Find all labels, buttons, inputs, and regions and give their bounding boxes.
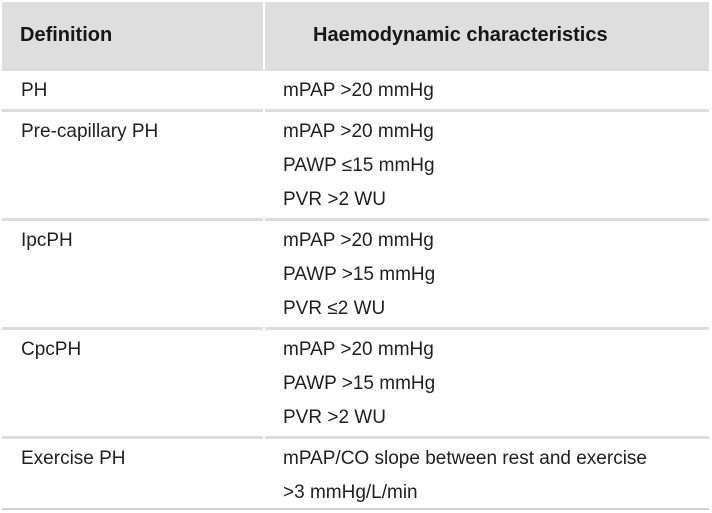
- characteristic-line: PAWP >15 mmHg: [283, 264, 436, 285]
- header-definition: Definition: [20, 24, 113, 46]
- table-bottom-rule: [2, 508, 709, 510]
- characteristic-line: mPAP >20 mmHg: [283, 230, 434, 251]
- table-row: Exercise PH mPAP/CO slope between rest a…: [2, 436, 709, 508]
- row-separator: [265, 436, 709, 439]
- characteristic-line: PAWP >15 mmHg: [283, 373, 436, 394]
- header-divider: [263, 2, 265, 68]
- characteristic-line: mPAP >20 mmHg: [283, 339, 434, 360]
- row-separator: [2, 218, 263, 221]
- characteristic-line: PAWP ≤15 mmHg: [283, 155, 435, 176]
- table-row: Pre-capillary PH mPAP >20 mmHg PAWP ≤15 …: [2, 109, 709, 218]
- row-separator: [265, 327, 709, 330]
- characteristic-line: >3 mmHg/L/min: [283, 482, 418, 503]
- row-separator: [2, 68, 263, 71]
- table-row: CpcPH mPAP >20 mmHg PAWP >15 mmHg PVR >2…: [2, 327, 709, 436]
- table-row: PH mPAP >20 mmHg: [2, 68, 709, 109]
- table-header: Definition Haemodynamic characteristics: [2, 2, 709, 68]
- row-separator: [2, 327, 263, 330]
- characteristic-line: PVR >2 WU: [283, 407, 386, 428]
- characteristic-line: PVR >2 WU: [283, 189, 386, 210]
- definition-cell: CpcPH: [21, 339, 82, 360]
- row-separator: [2, 436, 263, 439]
- characteristic-line: mPAP >20 mmHg: [283, 121, 434, 142]
- characteristic-line: PVR ≤2 WU: [283, 298, 386, 319]
- definition-cell: Pre-capillary PH: [21, 121, 159, 142]
- row-separator: [265, 68, 709, 71]
- row-separator: [2, 109, 263, 112]
- row-separator: [265, 109, 709, 112]
- definition-cell: PH: [21, 80, 48, 101]
- header-haemodynamic-characteristics: Haemodynamic characteristics: [313, 24, 608, 46]
- row-separator: [265, 218, 709, 221]
- table-row: IpcPH mPAP >20 mmHg PAWP >15 mmHg PVR ≤2…: [2, 218, 709, 327]
- characteristic-line: mPAP/CO slope between rest and exercise: [283, 448, 647, 469]
- definition-cell: Exercise PH: [21, 448, 126, 469]
- characteristic-line: mPAP >20 mmHg: [283, 80, 434, 101]
- definition-cell: IpcPH: [21, 230, 73, 251]
